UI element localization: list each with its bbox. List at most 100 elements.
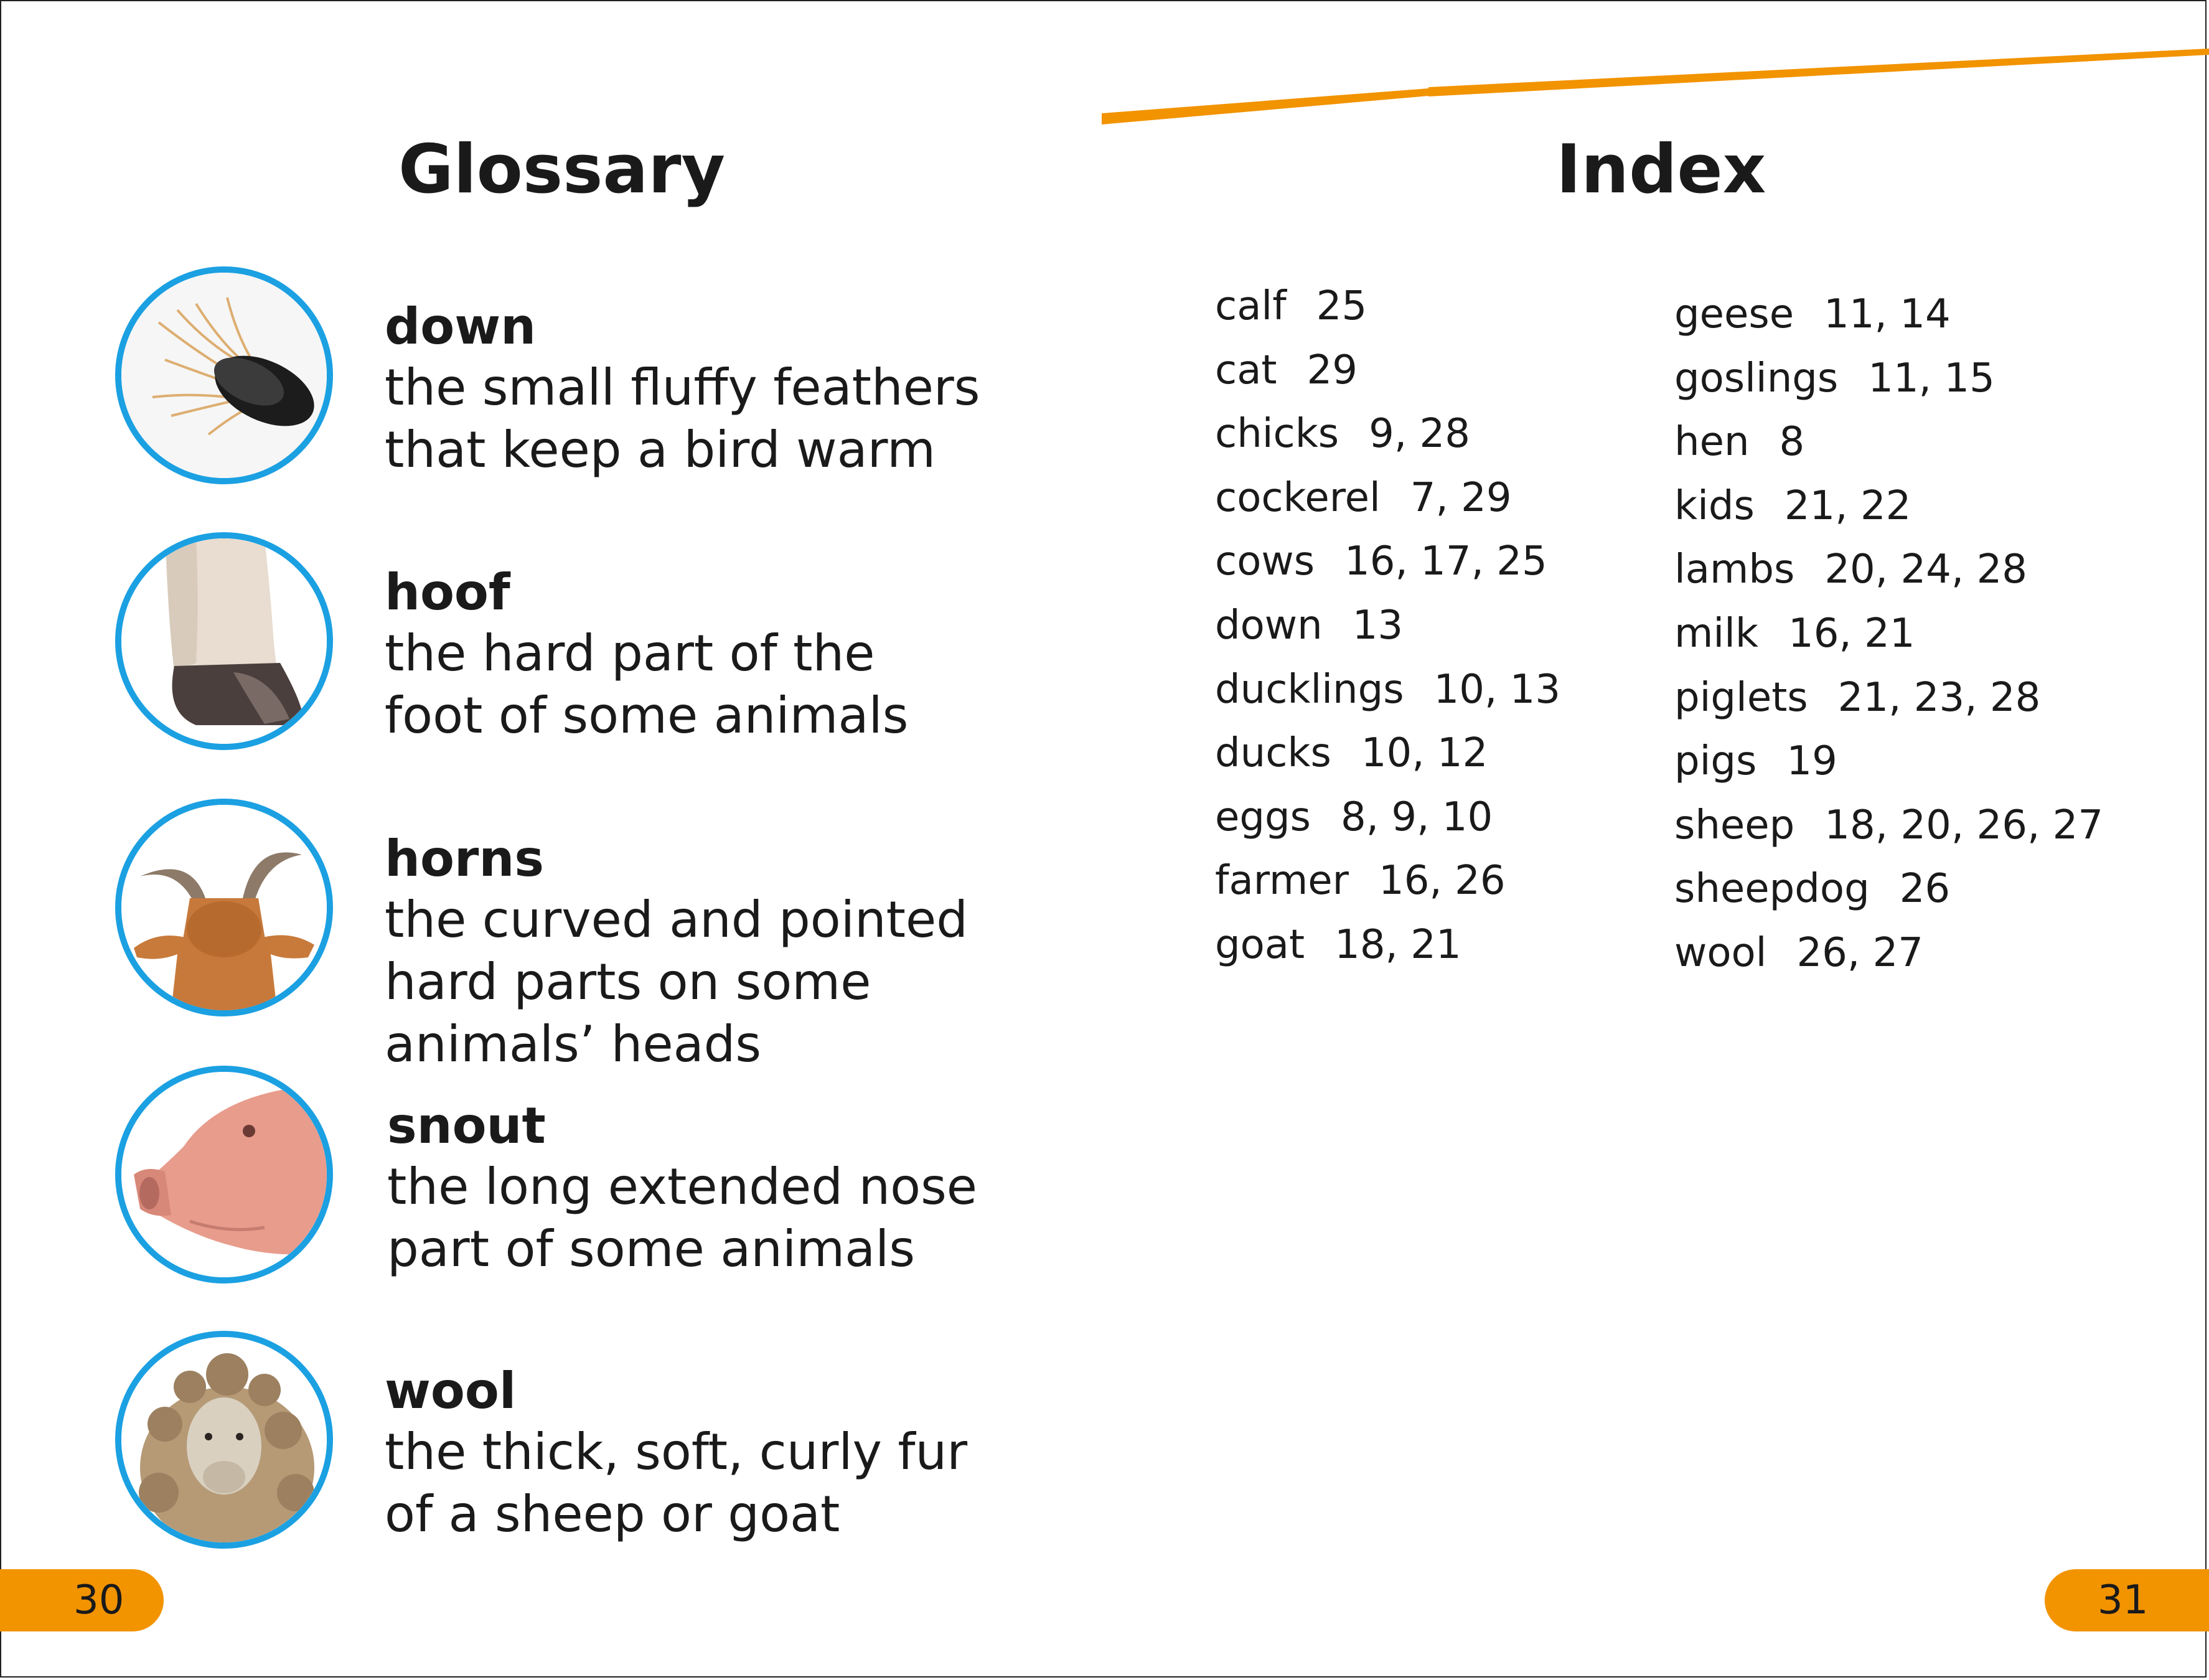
index-word: goslings [1674,355,1839,401]
definition-line: foot of some animals [385,687,909,744]
index-word: hen [1674,419,1750,466]
page-number-right-text: 31 [2098,1577,2149,1623]
index-pages: 21, 23, 28 [1837,674,2041,721]
index-pages: 20, 24, 28 [1824,547,2027,593]
definition-wool: the thick, soft, curly fur of a sheep or… [385,1421,967,1546]
index-pages: 7, 29 [1410,474,1512,521]
index-pages: 11, 15 [1868,355,1995,401]
definition-line: animals’ heads [385,1015,762,1073]
index-word: chicks [1215,411,1339,458]
index-word: goat [1215,921,1305,968]
term-wool: wool [385,1362,517,1420]
hoof-photo-icon [115,532,333,750]
glossary-entry-down: down the small fluffy feathers that keep… [115,266,1049,503]
index-word: ducklings [1215,666,1404,713]
index-pages: 16, 26 [1378,858,1506,904]
page-number-right: 31 [2045,1569,2209,1631]
term-down: down [385,298,537,355]
index-pages: 26, 27 [1796,929,1923,976]
index-word: eggs [1215,794,1311,840]
pig-snout-photo-icon [115,1066,333,1283]
feather-photo-icon [115,266,333,484]
index-row: down 13 [1215,603,1560,667]
index-pages: 19 [1786,738,1837,785]
index-pages: 18, 20, 26, 27 [1824,802,2104,848]
index-row: hen 8 [1674,419,2103,483]
orange-stripe [1102,49,2209,124]
index-right-column: geese 11, 14 goslings 11, 15 hen 8 kids 21, … [1674,291,2103,994]
definition-line: that keep a bird warm [385,421,936,479]
index-row: cat 29 [1215,347,1560,411]
index-word: sheepdog [1674,866,1870,913]
glossary-entry-snout: snout the long extended nose part of som… [115,1066,1049,1302]
term-horns: horns [385,830,544,888]
index-word: down [1215,602,1323,649]
index-word: wool [1674,929,1767,976]
page-number-left-text: 30 [73,1577,124,1623]
definition-line: hard parts on some [385,953,871,1011]
term-hoof: hoof [385,563,510,621]
definition-hoof: the hard part of the foot of some animal… [385,622,908,747]
index-row: chicks 9, 28 [1215,411,1560,475]
index-word: piglets [1674,674,1808,721]
index-pages: 8 [1779,419,1805,466]
index-pages: 21, 22 [1784,482,1911,529]
index-row: calf 25 [1215,283,1560,347]
glossary-entry-horns: horns the curved and pointed hard parts … [115,799,1049,1073]
index-row: eggs 8, 9, 10 [1215,794,1560,858]
index-pages: 26 [1899,866,1951,913]
index-row: lambs 20, 24, 28 [1674,547,2103,611]
definition-line: the hard part of the [385,624,875,682]
index-row: wool 26, 27 [1674,930,2103,994]
index-row: cows 16, 17, 25 [1215,538,1560,603]
definition-line: the thick, soft, curly fur [385,1423,968,1481]
index-row: goat 18, 21 [1215,922,1560,986]
index-pages: 9, 28 [1369,411,1470,458]
index-row: ducks 10, 12 [1215,730,1560,794]
goat-horns-photo-icon [115,799,333,1016]
index-pages: 10, 12 [1361,730,1488,777]
index-word: cockerel [1215,474,1381,521]
index-word: milk [1674,610,1758,657]
index-pages: 11, 14 [1824,291,1951,337]
index-title: Index [1556,131,1766,209]
index-word: geese [1674,291,1794,337]
index-pages: 13 [1352,602,1404,649]
index-word: sheep [1674,802,1795,848]
index-pages: 10, 13 [1433,666,1561,713]
index-pages: 25 [1316,283,1367,329]
index-word: pigs [1674,738,1757,785]
index-word: cows [1215,538,1315,585]
index-row: sheepdog 26 [1674,866,2103,930]
index-pages: 29 [1306,347,1358,393]
index-pages: 16, 17, 25 [1344,538,1547,585]
index-row: farmer 16, 26 [1215,858,1560,922]
index-row: ducklings 10, 13 [1215,667,1560,731]
index-row: pigs 19 [1674,738,2103,802]
definition-line: of a sheep or goat [385,1485,840,1543]
definition-line: the curved and pointed [385,891,968,949]
index-word: cat [1215,347,1277,393]
index-row: goslings 11, 15 [1674,355,2103,420]
definition-line: the small fluffy feathers [385,359,980,416]
index-word: kids [1674,482,1755,529]
index-row: cockerel 7, 29 [1215,475,1560,539]
definition-down: the small fluffy feathers that keep a bi… [385,357,980,481]
index-pages: 16, 21 [1788,610,1915,657]
page-number-left: 30 [0,1569,164,1631]
index-word: calf [1215,283,1287,329]
index-row: geese 11, 14 [1674,291,2103,355]
glossary-title: Glossary [398,131,725,209]
definition-line: the long extended nose [387,1158,978,1216]
definition-line: part of some animals [387,1220,916,1278]
definition-horns: the curved and pointed hard parts on som… [385,889,968,1076]
index-word: farmer [1215,858,1349,904]
glossary-entry-wool: wool the thick, soft, curly fur of a she… [115,1331,1049,1567]
index-row: piglets 21, 23, 28 [1674,675,2103,739]
index-pages: 8, 9, 10 [1340,794,1493,840]
index-row: sheep 18, 20, 26, 27 [1674,802,2103,866]
sheep-wool-photo-icon [115,1331,333,1549]
index-left-column: calf 25 cat 29 chicks 9, 28 cockerel 7, 29 c… [1215,283,1560,986]
definition-snout: the long extended nose part of some anim… [387,1156,977,1280]
